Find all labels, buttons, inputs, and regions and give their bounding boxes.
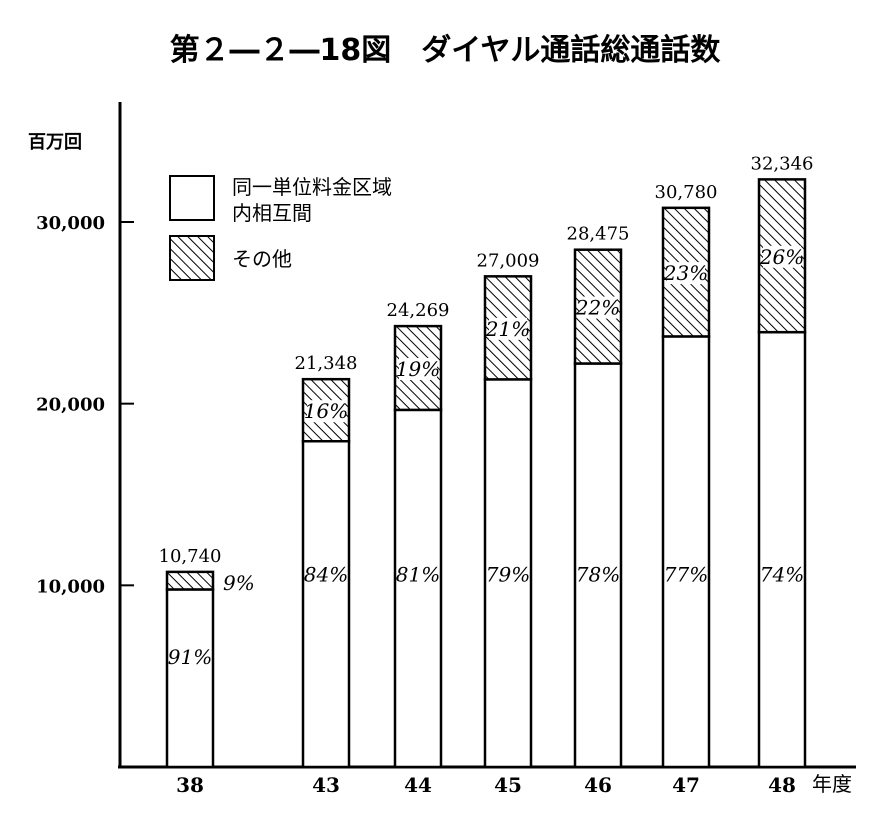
- bar-percent-label-other: 16%: [304, 399, 348, 423]
- chart-title: 第２―２―18図 ダイヤル通話総通話数: [170, 33, 722, 68]
- bar-percent-label-same-area: 91%: [168, 645, 212, 669]
- x-category-label: 46: [584, 773, 612, 797]
- bar-percent-label-backdrop: [667, 262, 705, 285]
- bar-percent-label-backdrop: [579, 296, 617, 319]
- legend-label-line1: 同一単位料金区域: [232, 175, 392, 199]
- legend-label-line2: 内相互間: [232, 201, 312, 225]
- bar-total-label: 30,780: [655, 182, 718, 203]
- bar-total-label: 21,348: [295, 353, 358, 374]
- bar-segment-other-38: [165, 570, 215, 591]
- y-tick-label: 20,000: [36, 395, 105, 416]
- bar-percent-label-same-area: 84%: [304, 562, 348, 586]
- bar-percent-label-other: 9%: [223, 571, 255, 595]
- bar-percent-label-other: 21%: [485, 317, 530, 341]
- bar-percent-label-other: 22%: [575, 296, 620, 320]
- legend-swatch-white: [169, 175, 215, 221]
- x-category-label: 43: [312, 773, 340, 797]
- y-tick-label: 10,000: [36, 576, 105, 597]
- bar-percent-label-other: 23%: [663, 261, 708, 285]
- bar-segment-same-area-38: [165, 588, 215, 769]
- bars-group: 10,740 91% 9% 21,348 84% 16% 24,269 81% 19% 27,00…: [159, 153, 814, 769]
- x-category-label: 47: [672, 773, 700, 797]
- bar-percent-label-other: 19%: [396, 357, 440, 381]
- bar-percent-label-backdrop: [307, 400, 345, 423]
- y-tick-label: 30,000: [36, 213, 105, 234]
- x-category-label: 38: [176, 773, 204, 797]
- bar-percent-label-backdrop: [763, 245, 801, 268]
- y-axis-unit-label: 百万回: [28, 132, 82, 153]
- x-axis-unit-label: 年度: [812, 772, 852, 796]
- bar-segment-same-area-47: [661, 335, 711, 769]
- bar-total-label: 32,346: [751, 153, 814, 174]
- bar-percent-label-backdrop: [489, 317, 527, 340]
- legend-swatch-hatched: [169, 235, 215, 281]
- bar-segment-same-area-48: [757, 330, 807, 769]
- legend: 同一単位料金区域 内相互間 その他: [169, 175, 392, 281]
- x-category-label: 45: [494, 773, 522, 797]
- bar-total-label: 10,740: [159, 546, 222, 567]
- bar-total-label: 27,009: [477, 250, 540, 271]
- legend-label-other: その他: [232, 247, 292, 271]
- bar-percent-label-other: 26%: [759, 245, 804, 269]
- bar-segment-same-area-44: [393, 408, 443, 769]
- x-category-label: 44: [404, 773, 432, 797]
- bar-segment-same-area-43: [301, 439, 351, 769]
- bar-percent-label-same-area: 77%: [664, 562, 708, 586]
- bar-percent-label-same-area: 79%: [486, 562, 530, 586]
- x-axis-category-labels: 38 43 44 45 46 47 48: [176, 773, 796, 797]
- bar-segment-same-area-46: [573, 362, 623, 769]
- bar-percent-label-same-area: 78%: [576, 562, 620, 586]
- bar-percent-label-backdrop: [399, 357, 437, 380]
- bar-segment-same-area-45: [483, 378, 533, 769]
- bar-percent-label-same-area: 74%: [760, 562, 804, 586]
- bar-percent-label-same-area: 81%: [396, 562, 440, 586]
- x-category-label: 48: [768, 773, 796, 797]
- bar-total-label: 24,269: [387, 300, 450, 321]
- bar-total-label: 28,475: [567, 224, 630, 245]
- y-axis-ticks: 10,000 20,000 30,000: [36, 213, 134, 597]
